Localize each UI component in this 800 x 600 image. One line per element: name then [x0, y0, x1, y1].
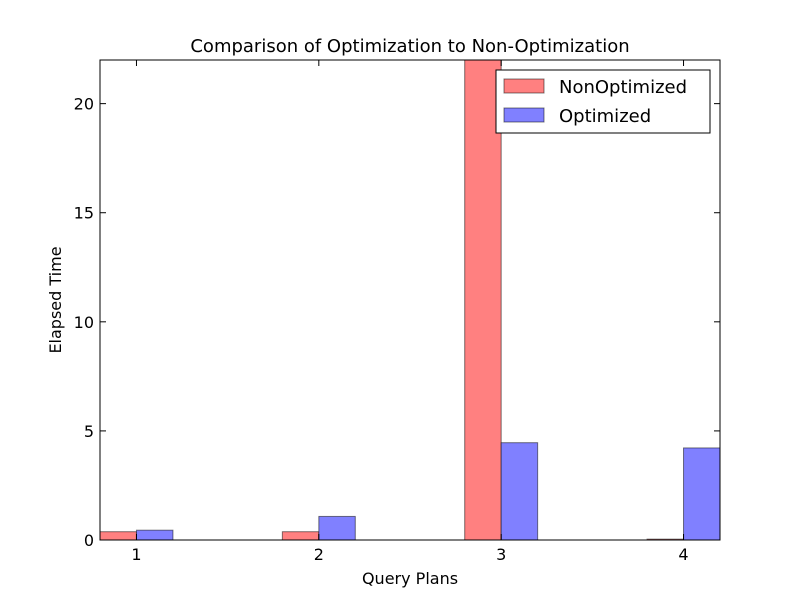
bars-group [99, 59, 721, 541]
x-axis-ticks: 1 2 3 4 [131, 60, 689, 564]
legend-label-nonoptimized: NonOptimized [559, 77, 687, 98]
x-tick-label: 1 [131, 545, 141, 564]
y-tick-label: 0 [84, 531, 94, 550]
bar-optimized-1 [135, 529, 174, 541]
y-tick-label: 20 [74, 95, 94, 114]
bar-nonoptimized-2 [281, 531, 320, 541]
legend: NonOptimized Optimized [495, 69, 711, 134]
x-axis-label: Query Plans [362, 569, 458, 588]
y-tick-label: 5 [84, 422, 94, 441]
y-tick-label: 10 [74, 313, 94, 332]
x-tick-label: 3 [496, 545, 506, 564]
chart-title: Comparison of Optimization to Non-Optimi… [190, 36, 629, 57]
y-tick-label: 15 [74, 204, 94, 223]
bar-optimized-3 [500, 442, 539, 541]
x-tick-label: 2 [314, 545, 324, 564]
legend-label-optimized: Optimized [559, 106, 651, 127]
bar-nonoptimized-1 [99, 531, 137, 541]
legend-swatch-optimized [503, 107, 545, 123]
bar-optimized-2 [318, 515, 356, 541]
y-axis-label: Elapsed Time [46, 246, 65, 353]
bar-optimized-4 [683, 447, 721, 541]
legend-swatch-nonoptimized [503, 78, 545, 94]
x-tick-label: 4 [678, 545, 688, 564]
y-axis-ticks: 0 5 10 15 20 [74, 95, 720, 550]
plot-frame [99, 59, 721, 541]
bar-nonoptimized-3 [464, 59, 502, 541]
